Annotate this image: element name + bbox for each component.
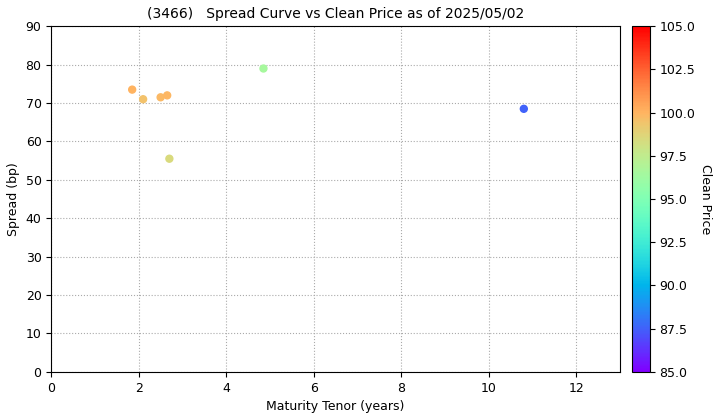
Point xyxy=(518,105,530,112)
Y-axis label: Spread (bp): Spread (bp) xyxy=(7,162,20,236)
Point xyxy=(163,155,175,162)
Y-axis label: Clean Price: Clean Price xyxy=(699,164,712,234)
Point xyxy=(155,94,166,101)
Title: (3466)   Spread Curve vs Clean Price as of 2025/05/02: (3466) Spread Curve vs Clean Price as of… xyxy=(147,7,524,21)
Point xyxy=(258,65,269,72)
Point xyxy=(161,92,173,99)
Point xyxy=(138,96,149,102)
Point xyxy=(127,86,138,93)
X-axis label: Maturity Tenor (years): Maturity Tenor (years) xyxy=(266,400,405,413)
